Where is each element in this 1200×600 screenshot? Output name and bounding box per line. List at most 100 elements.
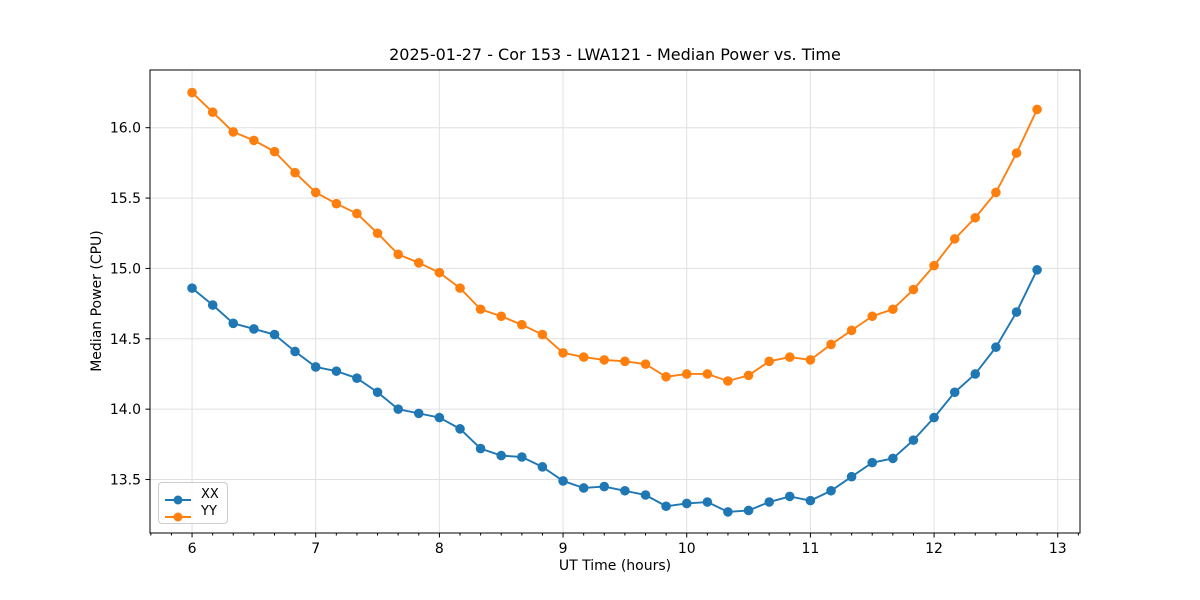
- series-marker-yy: [764, 356, 775, 367]
- legend-item-xx: XX: [164, 486, 227, 504]
- y-tick-label: 14.0: [110, 402, 141, 418]
- series-marker-xx: [599, 481, 610, 492]
- series-marker-yy: [352, 208, 362, 219]
- chart-title: 2025-01-27 - Cor 153 - LWA121 - Median P…: [389, 45, 841, 64]
- series-marker-xx: [888, 453, 898, 464]
- y-axis-label: Median Power (CPU): [89, 230, 105, 372]
- series-marker-yy: [290, 167, 300, 178]
- series-marker-xx: [249, 324, 259, 334]
- series-marker-yy: [702, 369, 713, 379]
- legend-line-marker-yy-icon: [164, 507, 192, 521]
- series-marker-xx: [372, 387, 383, 398]
- x-tick-label: 10: [678, 541, 696, 557]
- series-marker-yy: [1032, 104, 1042, 115]
- series-marker-xx: [764, 497, 775, 507]
- series-marker-xx: [784, 491, 795, 502]
- series-marker-yy: [393, 249, 404, 260]
- series-marker-yy: [517, 319, 527, 330]
- series-marker-yy: [475, 304, 486, 315]
- x-axis-label: UT Time (hours): [558, 558, 672, 574]
- series-marker-xx: [413, 408, 424, 419]
- legend-line-marker-xx-icon: [164, 490, 192, 504]
- series-marker-xx: [867, 457, 878, 468]
- series-marker-xx: [620, 485, 630, 496]
- legend-sample-svg: [165, 512, 191, 521]
- series-marker-xx: [207, 300, 218, 310]
- series-marker-xx: [723, 507, 733, 517]
- series-marker-yy: [681, 369, 692, 379]
- series-marker-yy: [558, 348, 568, 358]
- plot-border: [149, 69, 1081, 534]
- series-marker-xx: [228, 318, 239, 329]
- series-marker-yy: [661, 371, 671, 382]
- series-marker-xx: [805, 495, 816, 506]
- x-tick-label: 6: [188, 541, 197, 557]
- series-marker-xx: [434, 412, 445, 423]
- series-line-xx: [191, 269, 1038, 513]
- series-marker-xx: [187, 283, 197, 293]
- series-marker-xx: [970, 369, 981, 379]
- series-marker-xx: [826, 485, 836, 496]
- series-marker-yy: [846, 325, 857, 336]
- x-tick-label: 13: [1049, 541, 1067, 557]
- series-marker-yy: [331, 198, 342, 209]
- series-line-yy: [191, 91, 1038, 382]
- series-marker-xx: [908, 435, 919, 445]
- series-marker-yy: [805, 355, 816, 365]
- series-marker-xx: [681, 498, 692, 509]
- series-marker-yy: [187, 87, 197, 98]
- series-marker-xx: [558, 476, 568, 486]
- series-marker-yy: [207, 107, 218, 118]
- x-tick-label: 7: [311, 541, 320, 557]
- series-marker-xx: [743, 505, 754, 516]
- legend-item-yy: YY: [164, 503, 227, 521]
- series-marker-xx: [310, 362, 321, 372]
- series-marker-xx: [475, 443, 486, 454]
- series-marker-xx: [1011, 307, 1022, 317]
- x-tick-label: 12: [925, 541, 943, 557]
- legend-label-yy: YY: [201, 504, 217, 519]
- series-marker-yy: [413, 257, 424, 268]
- series-marker-yy: [888, 304, 898, 315]
- series-marker-yy: [908, 284, 919, 295]
- series-marker-yy: [434, 267, 445, 278]
- series-marker-yy: [455, 283, 465, 293]
- series-marker-yy: [496, 311, 507, 322]
- series-marker-yy: [826, 339, 836, 350]
- series-marker-yy: [620, 356, 630, 367]
- series-marker-xx: [846, 471, 857, 482]
- y-tick-label: 14.5: [110, 332, 141, 348]
- series-marker-yy: [640, 359, 651, 369]
- series-marker-yy: [599, 355, 610, 365]
- series-marker-xx: [455, 424, 465, 434]
- y-tick-label: 16.0: [110, 121, 141, 137]
- series-marker-yy: [929, 260, 939, 271]
- series-marker-xx: [517, 452, 527, 462]
- series-marker-yy: [723, 376, 733, 386]
- series-marker-xx: [578, 483, 589, 493]
- series-marker-yy: [784, 352, 795, 362]
- series-marker-yy: [970, 212, 981, 223]
- series-marker-xx: [702, 497, 713, 507]
- y-tick-label: 13.5: [110, 473, 141, 489]
- series-marker-yy: [949, 234, 960, 244]
- series-marker-xx: [331, 366, 342, 376]
- series-marker-yy: [991, 187, 1001, 198]
- y-tick-label: 15.5: [110, 191, 141, 207]
- series-marker-xx: [991, 342, 1001, 353]
- series-marker-yy: [269, 146, 280, 157]
- series-marker-xx: [949, 387, 960, 398]
- series-marker-xx: [661, 501, 671, 512]
- series-marker-yy: [1011, 148, 1022, 158]
- x-tick-label: 9: [559, 541, 568, 557]
- series-marker-yy: [867, 311, 878, 322]
- x-tick-label: 11: [801, 541, 819, 557]
- series-marker-yy: [310, 187, 321, 198]
- x-tick-label: 8: [435, 541, 444, 557]
- series-marker-xx: [929, 412, 939, 423]
- legend-sample-svg: [165, 495, 191, 504]
- legend-label-xx: XX: [201, 487, 219, 502]
- series-marker-xx: [537, 462, 548, 472]
